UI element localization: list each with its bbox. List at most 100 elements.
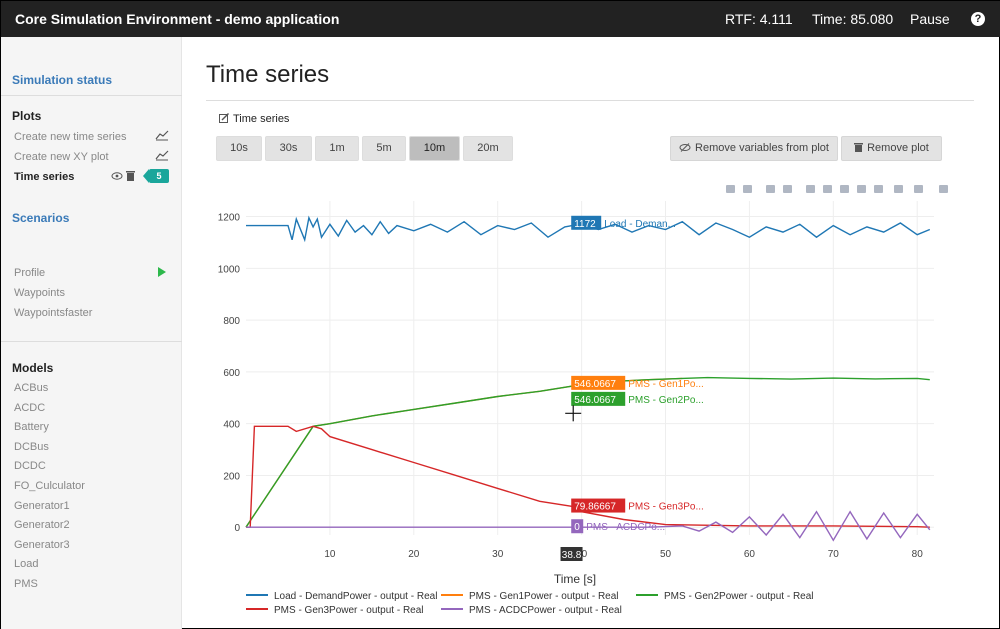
series-line-4[interactable]	[246, 510, 931, 542]
modebar-icon[interactable]	[874, 185, 883, 193]
sidebar-item-model[interactable]: ACBus	[14, 382, 49, 394]
sidebar-item-waypoints[interactable]: Waypoints	[14, 287, 65, 299]
line-chart-icon[interactable]	[155, 129, 169, 141]
modebar-icon[interactable]	[914, 185, 923, 193]
sidebar-item-model[interactable]: PMS	[14, 578, 38, 590]
sidebar-scenarios-heading[interactable]: Scenarios	[12, 211, 70, 225]
time-range-button[interactable]: 5m	[362, 136, 406, 161]
line-chart-icon[interactable]	[155, 149, 169, 161]
remove-plot-button[interactable]: Remove plot	[841, 136, 942, 161]
eye-icon[interactable]	[111, 171, 123, 181]
trash-icon	[854, 143, 864, 152]
x-hover-box	[560, 547, 583, 561]
sidebar-item-create-xy-plot[interactable]: Create new XY plot	[14, 151, 109, 163]
modebar-icon[interactable]	[726, 185, 735, 193]
legend-entry: PMS - Gen2Power - output - Real	[664, 591, 814, 602]
sidebar-item-model[interactable]: Generator1	[14, 499, 70, 512]
x-tick-label: 20	[408, 549, 420, 560]
hover-value-box	[571, 215, 602, 230]
panel-label[interactable]: Time series	[219, 113, 289, 125]
modebar-icon[interactable]	[743, 185, 752, 193]
x-tick-label: 70	[828, 549, 840, 560]
hover-label: PMS - Gen3Po...	[628, 502, 704, 513]
legend-entry: PMS - Gen1Power - output - Real	[469, 591, 619, 602]
x-tick-label: 10	[324, 549, 336, 560]
trash-icon[interactable]	[126, 170, 135, 181]
sidebar-item-model[interactable]: DCBus	[14, 440, 49, 453]
remove-variables-label: Remove variables from plot	[695, 142, 829, 154]
hover-value: 546.0667	[574, 379, 616, 390]
hover-value-box	[571, 391, 626, 406]
hover-label: Load - Deman...	[604, 219, 676, 230]
time-range-button[interactable]: 10s	[216, 136, 262, 161]
sidebar-item-model[interactable]: ACDC	[14, 401, 46, 414]
modebar-icon[interactable]	[840, 185, 849, 193]
modebar-icon[interactable]	[857, 185, 866, 193]
modebar-icon[interactable]	[806, 185, 815, 193]
legend-entry: PMS - Gen3Power - output - Real	[274, 605, 424, 616]
time-readout: Time: 85.080	[812, 11, 894, 27]
app-title: Core Simulation Environment - demo appli…	[15, 11, 340, 27]
edit-icon[interactable]	[219, 113, 229, 123]
time-range-button[interactable]: 20m	[463, 136, 513, 161]
y-tick-label: 1000	[218, 264, 241, 275]
x-tick-label: 50	[660, 549, 672, 560]
sidebar-item-model[interactable]: Generator3	[14, 538, 70, 551]
modebar-icon[interactable]	[783, 185, 792, 193]
y-tick-label: 0	[234, 523, 240, 534]
sidebar-divider	[1, 341, 182, 342]
time-range-button[interactable]: 30s	[265, 136, 312, 161]
x-tick-label: 60	[744, 549, 756, 560]
remove-variables-button[interactable]: Remove variables from plot	[670, 136, 838, 161]
time-range-button[interactable]: 1m	[315, 136, 359, 161]
series-line-0[interactable]	[246, 215, 931, 243]
x-axis-title: Time [s]	[554, 572, 596, 586]
sidebar-models-heading: Models	[12, 361, 54, 375]
sidebar-item-model[interactable]: Load	[14, 558, 39, 571]
hover-value: 1172	[574, 219, 596, 230]
legend-entry: Load - DemandPower - output - Real	[274, 591, 437, 602]
title-divider	[206, 100, 974, 101]
hover-value: 546.0667	[574, 395, 616, 406]
modebar-icon[interactable]	[939, 185, 948, 193]
y-tick-label: 1200	[218, 213, 241, 224]
y-tick-label: 400	[223, 420, 240, 431]
eye-slash-icon	[679, 143, 691, 152]
help-icon[interactable]: ?	[971, 12, 985, 26]
y-tick-label: 800	[223, 316, 240, 327]
panel-label-text[interactable]: Time series	[233, 113, 290, 125]
hover-label: PMS - Gen1Po...	[628, 379, 704, 390]
play-icon[interactable]	[158, 267, 166, 277]
sidebar-item-model[interactable]: DCDC	[14, 460, 46, 473]
time-range-button[interactable]: 10m	[409, 136, 460, 161]
x-tick-label: 80	[912, 549, 924, 560]
modebar-icon[interactable]	[823, 185, 832, 193]
remove-plot-label: Remove plot	[867, 142, 929, 154]
pause-button[interactable]: Pause	[910, 11, 950, 27]
hover-value: 79.86667	[574, 502, 616, 513]
sidebar-item-time-series[interactable]: Time series	[14, 171, 75, 183]
sidebar-item-model[interactable]: Generator2	[14, 519, 70, 532]
sidebar-item-waypointsfaster[interactable]: Waypointsfaster	[14, 307, 93, 319]
page-title: Time series	[206, 61, 330, 88]
legend-entry: PMS - ACDCPower - output - Real	[469, 605, 622, 616]
sidebar-plots-heading: Plots	[12, 109, 42, 123]
hover-value: 0	[574, 522, 580, 533]
sidebar-item-model[interactable]: FO_Culculator	[14, 480, 85, 492]
sidebar: Simulation status Plots Create new time …	[1, 37, 182, 629]
sidebar-item-create-time-series[interactable]: Create new time series	[14, 131, 127, 143]
time-series-count-badge: 5	[143, 169, 169, 183]
time-series-chart[interactable]: 1020304050607080020040060080010001200117…	[206, 181, 976, 621]
sidebar-item-profile[interactable]: Profile	[14, 267, 46, 279]
y-tick-label: 200	[223, 471, 240, 482]
modebar-icon[interactable]	[894, 185, 903, 193]
sidebar-simulation-status[interactable]: Simulation status	[12, 73, 113, 87]
modebar-icon[interactable]	[766, 185, 775, 193]
sidebar-item-model[interactable]: Battery	[14, 421, 49, 434]
hover-value-box	[571, 498, 626, 513]
hover-label: PMS - Gen2Po...	[628, 395, 704, 406]
rtf-readout: RTF: 4.111	[725, 11, 793, 27]
hover-value-box	[571, 519, 584, 534]
y-tick-label: 600	[223, 368, 240, 379]
top-navbar: Core Simulation Environment - demo appli…	[1, 1, 1000, 37]
